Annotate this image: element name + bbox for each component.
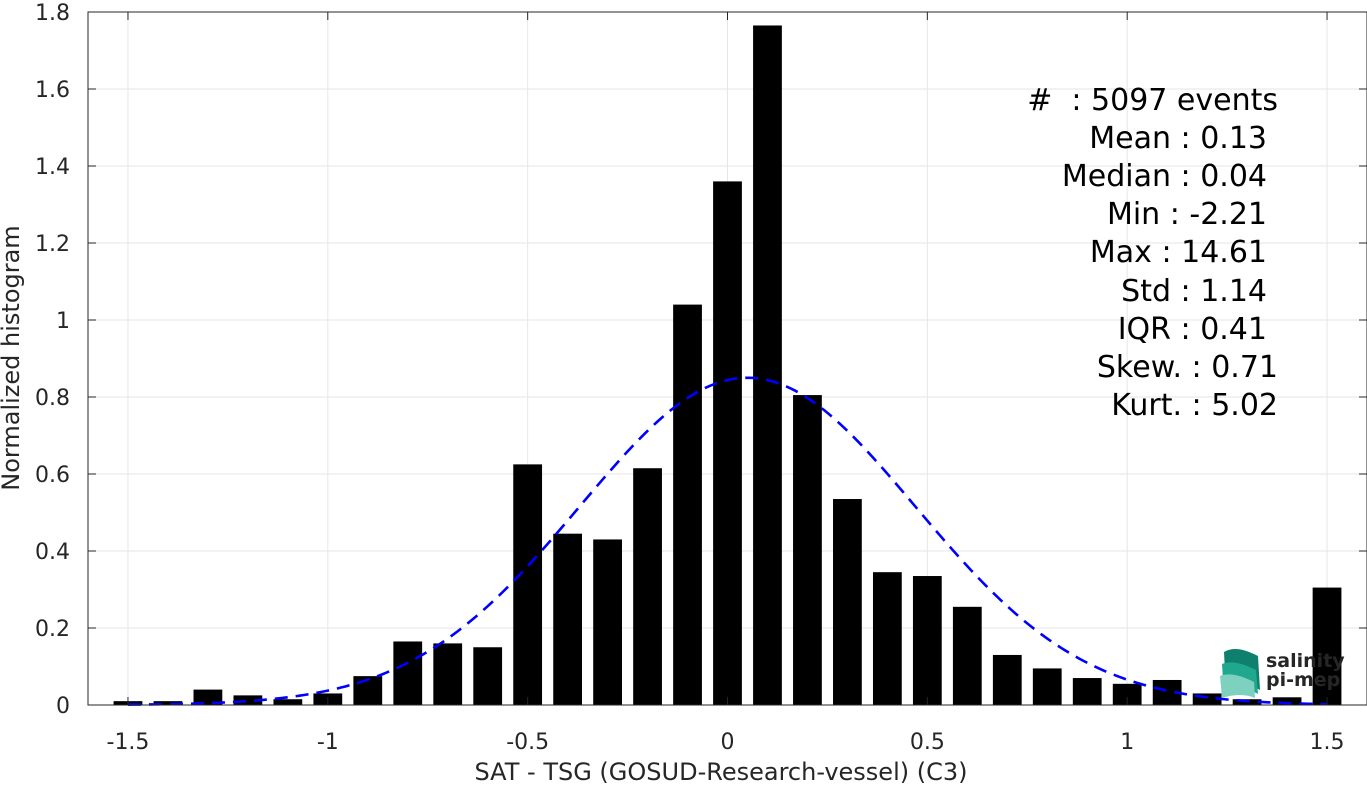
wave-logo-icon xyxy=(1220,649,1260,698)
histogram-bars xyxy=(113,25,1342,706)
histogram-bar xyxy=(673,304,702,705)
histogram-bar xyxy=(872,572,902,705)
histogram-bar xyxy=(1272,697,1302,705)
stat-kurt: Kurt. : 5.02 xyxy=(1111,388,1278,423)
x-axis-ticks: -1.5 -1 -0.5 0 0.5 1 1.5 xyxy=(107,12,1345,755)
stats-annotation: # : 5097 events Mean : 0.13 Median : 0.0… xyxy=(1027,83,1278,423)
y-tick-label: 0.2 xyxy=(35,617,70,642)
histogram-bar xyxy=(473,647,503,705)
x-tick-label: 1.5 xyxy=(1310,730,1345,755)
x-tick-label: -1.5 xyxy=(107,730,150,755)
salinity-pi-mep-logo: salinity pi-mep xyxy=(1220,649,1345,698)
histogram-bar xyxy=(233,695,263,705)
stat-median: Median : 0.04 xyxy=(1062,159,1267,194)
stat-count: # : 5097 events xyxy=(1027,83,1278,118)
histogram-bar xyxy=(713,181,742,705)
histogram-bar xyxy=(992,654,1022,705)
gaussian-fit-curve xyxy=(127,376,1328,706)
y-tick-label: 1.2 xyxy=(35,232,70,257)
histogram-bar xyxy=(1072,678,1102,705)
histogram-bar xyxy=(793,395,822,705)
histogram-bar xyxy=(193,689,223,705)
x-axis-title: SAT - TSG (GOSUD-Research-vessel) (C3) xyxy=(475,758,968,785)
histogram-bar xyxy=(633,468,662,705)
histogram-bar xyxy=(433,643,463,705)
y-tick-label: 1.4 xyxy=(35,155,70,180)
y-tick-label: 0 xyxy=(56,694,70,719)
histogram-bar xyxy=(952,606,982,705)
histogram-bar xyxy=(393,641,423,705)
x-tick-label: 0.5 xyxy=(910,730,945,755)
histogram-bar xyxy=(1192,693,1222,705)
logo-text-pi-mep: pi-mep xyxy=(1266,669,1340,691)
y-tick-label: 1 xyxy=(56,309,70,334)
stat-min: Min : -2.21 xyxy=(1107,197,1267,232)
x-tick-label: -1 xyxy=(317,730,339,755)
histogram-bar xyxy=(912,576,942,705)
stat-max: Max : 14.61 xyxy=(1090,235,1267,270)
histogram-bar xyxy=(833,499,862,705)
y-tick-label: 0.4 xyxy=(35,540,70,565)
stat-iqr: IQR : 0.41 xyxy=(1118,312,1267,347)
y-axis-ticks: 0 0.2 0.4 0.6 0.8 1 1.2 1.4 1.6 1.8 xyxy=(35,1,1367,719)
y-axis-title: Normalized histogram xyxy=(0,225,25,490)
x-tick-label: 1 xyxy=(1120,730,1134,755)
histogram-bar xyxy=(273,699,303,705)
histogram-bar xyxy=(153,701,183,705)
stat-skew: Skew. : 0.71 xyxy=(1097,350,1278,385)
x-tick-label: 0 xyxy=(721,730,735,755)
y-tick-label: 0.6 xyxy=(35,463,70,488)
histogram-bar xyxy=(513,464,543,705)
logo-text-salinity: salinity xyxy=(1266,650,1345,672)
y-tick-label: 0.8 xyxy=(35,386,70,411)
histogram-bar xyxy=(1312,587,1342,705)
stat-mean: Mean : 0.13 xyxy=(1089,121,1267,156)
stat-std: Std : 1.14 xyxy=(1121,274,1267,309)
histogram-bar xyxy=(1032,668,1062,705)
y-tick-label: 1.6 xyxy=(35,78,70,103)
histogram-bar xyxy=(553,533,583,705)
y-tick-label: 1.8 xyxy=(35,1,70,26)
histogram-bar xyxy=(1112,683,1142,705)
x-tick-label: -0.5 xyxy=(506,730,549,755)
histogram-bar xyxy=(593,539,622,705)
histogram-bar xyxy=(753,25,782,706)
